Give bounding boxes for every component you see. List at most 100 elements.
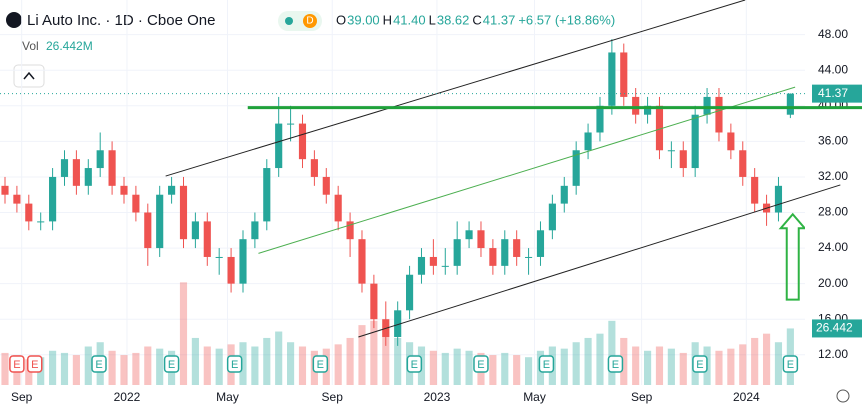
candle-body: [572, 150, 580, 186]
volume-bar: [525, 357, 533, 385]
ohlc-value: 41.40: [393, 12, 426, 27]
ohlc-value: 38.62: [437, 12, 470, 27]
candle-body: [25, 203, 33, 222]
volume-bar: [287, 342, 295, 385]
event-badge: [473, 355, 489, 373]
candle-body: [691, 114, 699, 169]
y-tick-label: 12.00: [818, 347, 848, 361]
volume-bar: [275, 331, 283, 385]
volume-tag: [812, 319, 862, 338]
trend-line: [258, 86, 796, 254]
candle-body: [298, 123, 307, 160]
vol-label: Vol: [22, 39, 39, 53]
volume-bar: [132, 352, 140, 385]
volume-bar: [715, 350, 723, 385]
y-tick-label: 36.00: [818, 134, 848, 148]
candle-body: [417, 256, 426, 275]
volume-bar: [632, 346, 640, 385]
candle-body: [489, 248, 497, 266]
candle-body: [156, 194, 164, 249]
candle-body: [287, 123, 295, 125]
candle-body: [560, 185, 568, 204]
candle-body: [465, 230, 473, 240]
candle-body: [703, 96, 711, 115]
candle-body: [13, 194, 21, 204]
candle-body: [679, 150, 687, 169]
candle-body: [739, 150, 747, 177]
volume-bar: [370, 320, 378, 385]
settings-icon[interactable]: [836, 389, 850, 403]
arrow: [778, 212, 805, 301]
x-tick-label: 2022: [114, 390, 141, 404]
volume-bar: [572, 342, 580, 385]
volume-bar: [179, 282, 188, 385]
candle-body: [536, 230, 545, 257]
event-label: E: [411, 359, 418, 371]
candle-body: [239, 239, 247, 284]
event-badge: [26, 355, 43, 373]
candle-body: [227, 256, 235, 284]
volume-bar: [739, 344, 747, 385]
event-label: E: [696, 359, 703, 371]
event-label: E: [543, 359, 550, 371]
event-badge: [163, 355, 180, 373]
volume-bar: [667, 348, 675, 385]
candle-body: [786, 93, 794, 115]
volume-bar: [84, 346, 92, 385]
event-badge: [312, 355, 329, 373]
event-badge: [782, 355, 799, 373]
candle-body: [179, 185, 188, 240]
x-tick-label: May: [216, 390, 239, 404]
candle-body: [120, 185, 128, 195]
candle-body: [310, 159, 318, 177]
volume-bar: [774, 342, 783, 385]
candle-body: [715, 96, 723, 133]
volume-bar: [751, 337, 759, 385]
event-label: E: [612, 359, 619, 371]
volume-bar: [251, 346, 259, 385]
volume-bar: [608, 320, 616, 385]
volume-bar: [560, 348, 568, 385]
volume-bar: [679, 352, 687, 385]
candle-body: [96, 150, 104, 169]
collapse-icon: [23, 71, 35, 80]
candle-body: [477, 230, 485, 249]
volume-bar: [762, 333, 771, 385]
candle-body: [441, 265, 449, 267]
candle-body: [168, 185, 176, 195]
candle-body: [275, 123, 283, 169]
x-tick-label: 2024: [733, 390, 760, 404]
y-tick-label: 44.00: [818, 62, 848, 76]
volume-bar: [263, 337, 271, 385]
candle-body: [429, 256, 437, 266]
logo: [6, 12, 22, 28]
header: Li Auto Inc. · 1D · Cboe One D Vol 26.44…: [6, 11, 615, 88]
ohlc-key: L: [429, 12, 436, 27]
event-label: E: [317, 359, 324, 371]
trend-line: [165, 0, 746, 177]
price-tag: [812, 84, 862, 103]
y-tick-label: 20.00: [818, 276, 848, 290]
volume-bar: [441, 352, 449, 385]
candle-body: [108, 150, 116, 186]
y-tick-label: 48.00: [818, 27, 848, 41]
candle-body: [346, 221, 354, 240]
x-tick-label: Sep: [631, 390, 653, 404]
volume-bar: [513, 355, 521, 385]
ohlc-key: C: [472, 12, 481, 27]
collapse-button[interactable]: [13, 64, 45, 88]
event-label: E: [477, 359, 484, 371]
x-tick-label: 2023: [424, 390, 451, 404]
volume-bar: [191, 337, 199, 385]
volume-bar: [584, 337, 592, 385]
volume-bar: [203, 346, 211, 385]
volume-bar: [655, 346, 664, 385]
event-badge: [9, 355, 25, 373]
volume-bar: [394, 337, 402, 385]
volume-bar: [453, 348, 461, 385]
candle-body: [513, 239, 521, 257]
candle-body: [60, 159, 69, 177]
status-dot: [285, 17, 293, 25]
volume-bar: [429, 350, 437, 385]
badge: D: [306, 16, 313, 27]
